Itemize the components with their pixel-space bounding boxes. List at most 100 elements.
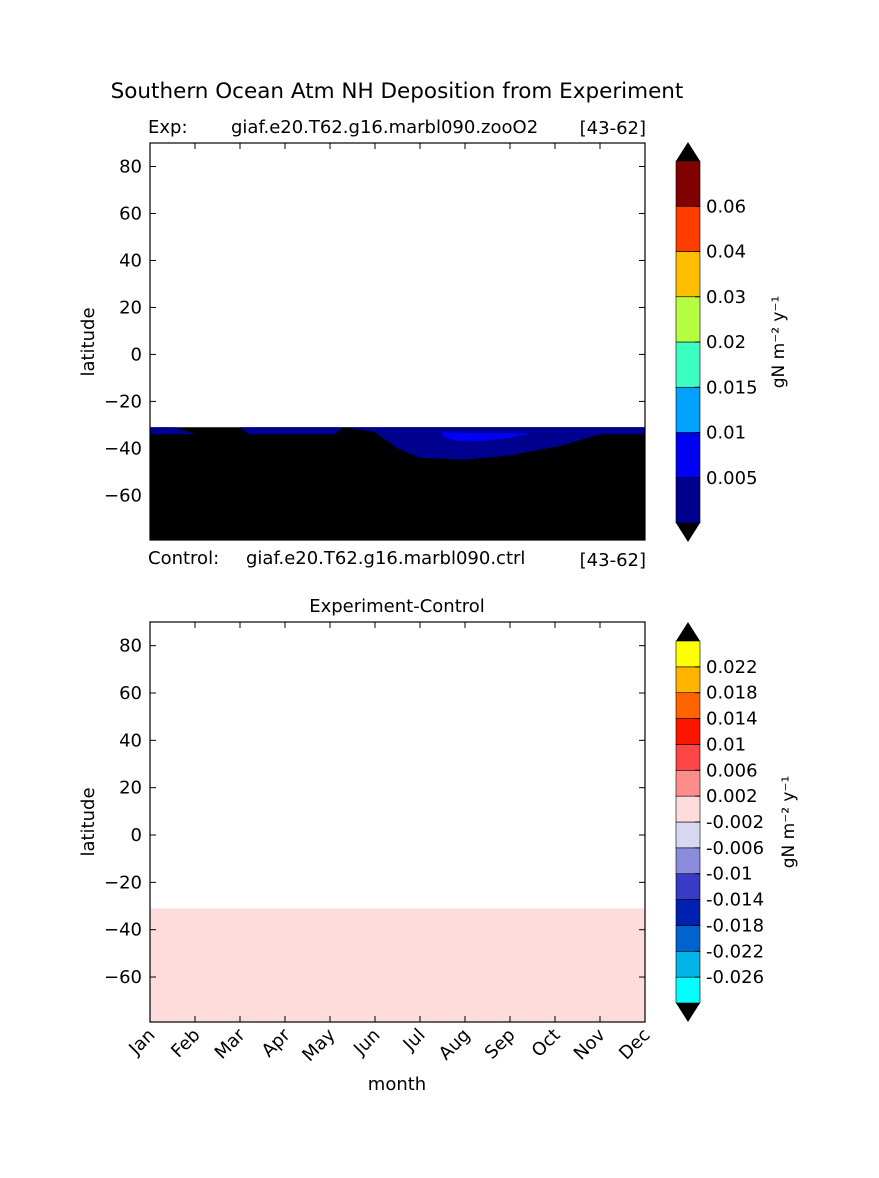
bottom-panel-title: Experiment-Control bbox=[309, 596, 485, 617]
colorbar-tick-label: 0.014 bbox=[706, 709, 758, 730]
x-tick-label: Jun bbox=[349, 1025, 384, 1060]
top-panel: Exp: giaf.e20.T62.g16.marbl090.zooO2 [43… bbox=[78, 117, 789, 571]
x-tick-label: Jul bbox=[399, 1025, 430, 1056]
plot-frame bbox=[149, 142, 646, 541]
colorbar-segment bbox=[675, 950, 701, 978]
colorbar-segment bbox=[675, 821, 701, 849]
colorbar-tick-label: 0.04 bbox=[706, 242, 746, 263]
colorbar-tick-label: 0.006 bbox=[706, 760, 758, 781]
plot-frame bbox=[149, 621, 646, 1023]
colorbar-segment bbox=[675, 640, 701, 668]
colorbar-tick-label: 0.01 bbox=[706, 734, 746, 755]
x-tick-label: May bbox=[298, 1024, 339, 1065]
difference-fill-region bbox=[150, 908, 645, 1022]
colorbar-segment bbox=[675, 432, 701, 479]
x-tick-label: Dec bbox=[615, 1025, 654, 1064]
colorbar-tick-label: -0.01 bbox=[706, 864, 753, 885]
colorbar-segment bbox=[675, 341, 701, 388]
colorbar-segment bbox=[675, 718, 701, 745]
colorbar-tick-label: -0.026 bbox=[706, 967, 764, 988]
colorbar-segment bbox=[675, 976, 701, 1004]
colorbar-tick-label: 0.022 bbox=[706, 657, 758, 678]
exp-years: [43-62] bbox=[580, 118, 646, 139]
colorbar-tick-label: 0.002 bbox=[706, 786, 758, 807]
colorbar-segment bbox=[675, 692, 701, 719]
x-tick-label: Nov bbox=[570, 1024, 610, 1064]
y-tick-label: 0 bbox=[131, 344, 142, 365]
top-colorbar: 0.005 0.01 0.015 0.02 0.03 0.04 0.06 bbox=[675, 142, 758, 542]
y-tick-label: 20 bbox=[119, 778, 142, 799]
x-tick-label: Sep bbox=[481, 1025, 520, 1064]
colorbar-tick-label: 0.018 bbox=[706, 683, 758, 704]
y-tick-label: −60 bbox=[104, 485, 142, 506]
exp-case: giaf.e20.T62.g16.marbl090.zooO2 bbox=[231, 117, 538, 138]
colorbar-tick-label: 0.02 bbox=[706, 332, 746, 353]
colorbar-tick-label: -0.014 bbox=[706, 890, 764, 911]
colorbar-segment bbox=[675, 847, 701, 875]
contour-level-0.005 bbox=[343, 427, 645, 460]
ctrl-label: Control: bbox=[148, 548, 219, 569]
colorbar-segment bbox=[675, 899, 701, 926]
top-plot-area: 80 60 40 20 0 −20 −40 −60 bbox=[104, 142, 646, 541]
colorbar-tick-label: -0.018 bbox=[706, 915, 764, 936]
top-colorbar-label: gN m⁻² y⁻¹ bbox=[769, 296, 789, 389]
colorbar-tick-label: 0.015 bbox=[706, 377, 758, 398]
bottom-plot-area: 80 60 40 20 0 −20 −40 −60 Jan Feb Mar Apr May Jun Jul A… bbox=[104, 621, 655, 1066]
colorbar-tick-label: -0.006 bbox=[706, 838, 764, 859]
y-tick-label: 80 bbox=[119, 156, 142, 177]
x-tick-label: Mar bbox=[211, 1024, 250, 1063]
colorbar-segment bbox=[675, 386, 701, 433]
figure-title: Southern Ocean Atm NH Deposition from Ex… bbox=[111, 79, 684, 104]
x-tick-label: Feb bbox=[167, 1025, 204, 1062]
x-tick-label: Jan bbox=[124, 1025, 159, 1060]
colorbar-segment bbox=[675, 251, 701, 298]
colorbar-segment bbox=[675, 769, 701, 797]
colorbar-tick-label: -0.022 bbox=[706, 941, 764, 962]
colorbar-tick-label: -0.002 bbox=[706, 812, 764, 833]
colorbar-segment bbox=[675, 205, 701, 252]
bottom-colorbar: -0.026 -0.022 -0.018 -0.014 -0.01 -0.006 -0.00… bbox=[675, 622, 764, 1022]
y-tick-label: 0 bbox=[131, 825, 142, 846]
x-tick-label: Apr bbox=[258, 1024, 295, 1061]
colorbar-segment bbox=[675, 296, 701, 343]
y-tick-label: 40 bbox=[119, 730, 142, 751]
colorbar-segment bbox=[675, 925, 701, 952]
x-axis-label: month bbox=[368, 1074, 426, 1095]
ctrl-years: [43-62] bbox=[580, 550, 646, 571]
colorbar-over-extension bbox=[676, 142, 700, 161]
colorbar-under-extension bbox=[676, 523, 700, 542]
colorbar-tick-label: 0.03 bbox=[706, 287, 746, 308]
x-tick-label: Oct bbox=[528, 1025, 565, 1062]
x-tick-label: Aug bbox=[435, 1025, 475, 1065]
y-tick-label: −20 bbox=[104, 391, 142, 412]
y-tick-label: −60 bbox=[104, 967, 142, 988]
bottom-panel: Experiment-Control 80 60 40 20 0 −20 −40 −60 Jan… bbox=[78, 596, 799, 1095]
colorbar-segment bbox=[675, 666, 701, 694]
colorbar-tick-label: 0.01 bbox=[706, 423, 746, 444]
ctrl-case: giaf.e20.T62.g16.marbl090.ctrl bbox=[246, 548, 525, 569]
contour-level-0.005 bbox=[240, 427, 344, 435]
bottom-colorbar-label: gN m⁻² y⁻¹ bbox=[779, 776, 799, 869]
colorbar-under-extension bbox=[676, 1003, 700, 1022]
colorbar-segment bbox=[675, 873, 701, 900]
colorbar-over-extension bbox=[676, 622, 700, 641]
contour-level-0.01 bbox=[442, 432, 533, 442]
y-tick-label: −40 bbox=[104, 920, 142, 941]
contour-level-0.005 bbox=[150, 427, 195, 435]
colorbar-segment bbox=[675, 795, 701, 823]
y-tick-label: 60 bbox=[119, 683, 142, 704]
y-tick-label: 60 bbox=[119, 203, 142, 224]
colorbar-segment bbox=[675, 744, 701, 771]
y-tick-label: 40 bbox=[119, 250, 142, 271]
bottom-y-axis-label: latitude bbox=[78, 787, 99, 856]
colorbar-tick-label: 0.06 bbox=[706, 196, 746, 217]
colorbar-segment bbox=[675, 477, 701, 524]
y-tick-label: 20 bbox=[119, 297, 142, 318]
y-tick-label: 80 bbox=[119, 636, 142, 657]
colorbar-segment bbox=[675, 160, 701, 207]
exp-label: Exp: bbox=[148, 117, 188, 138]
y-tick-label: −40 bbox=[104, 438, 142, 459]
y-tick-label: −20 bbox=[104, 872, 142, 893]
colorbar-tick-label: 0.005 bbox=[706, 468, 758, 489]
